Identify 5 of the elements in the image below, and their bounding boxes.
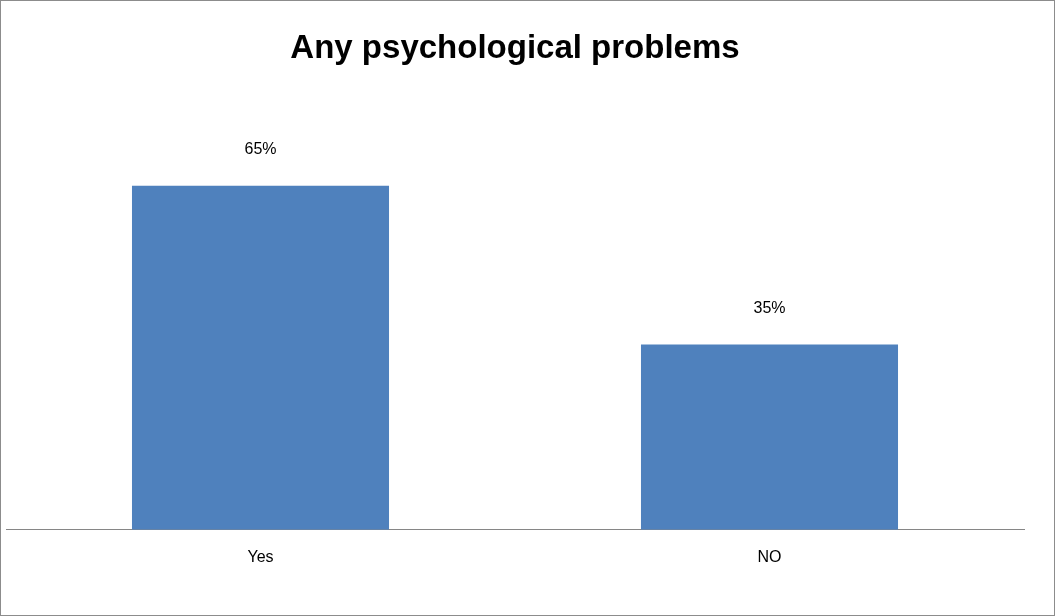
x-tick-label: NO — [757, 547, 782, 565]
chart-title: Any psychological problems — [290, 27, 740, 65]
data-label: 35% — [753, 298, 786, 316]
x-tick-label: Yes — [247, 547, 274, 565]
data-label: 65% — [244, 140, 277, 158]
